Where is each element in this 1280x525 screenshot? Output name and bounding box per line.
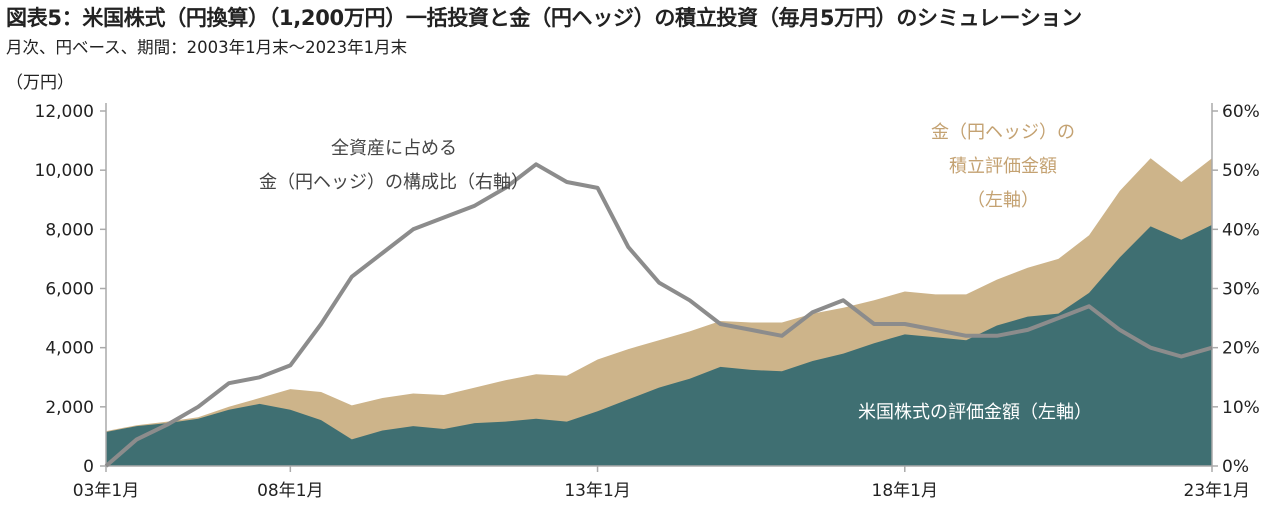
x-tick-label: 08年1月 xyxy=(257,481,323,501)
right-tick-label: 0% xyxy=(1222,457,1249,477)
left-tick-label: 6,000 xyxy=(45,280,94,300)
x-tick-label: 03年1月 xyxy=(73,481,139,501)
ratio-annotation-line1: 全資産に占める xyxy=(331,138,457,159)
gold-annotation-line1: 金（円ヘッジ）の xyxy=(931,122,1075,143)
chart-subtitle: 月次、円ベース、期間：2003年1月末～2023年1月末 xyxy=(6,38,408,57)
line-layer xyxy=(104,162,1213,468)
gold-annotation-line3: （左軸） xyxy=(967,190,1039,211)
stock-area xyxy=(106,224,1212,466)
right-tick-label: 50% xyxy=(1222,161,1260,181)
x-tick-label: 23年1月 xyxy=(1184,481,1250,501)
chart-title: 図表5：米国株式（円換算）（1,200万円）一括投資と金（円ヘッジ）の積立投資（… xyxy=(6,6,1082,30)
gold-annotation-line2: 積立評価金額 xyxy=(949,156,1057,177)
axes-layer: 0 2,000 4,000 6,000 8,000 10,000 12,000 0% 10% 20… xyxy=(35,102,1260,501)
right-tick-label: 30% xyxy=(1222,280,1260,300)
ratio-line xyxy=(104,162,1213,468)
right-tick-label: 20% xyxy=(1222,339,1260,359)
left-tick-label: 12,000 xyxy=(35,102,94,122)
left-tick-label: 4,000 xyxy=(45,339,94,359)
left-tick-label: 8,000 xyxy=(45,220,94,240)
x-tick-label: 13年1月 xyxy=(564,481,630,501)
left-axis-unit-label: （万円） xyxy=(6,73,74,93)
stock-annotation: 米国株式の評価金額（左軸） xyxy=(858,402,1092,423)
right-tick-label: 60% xyxy=(1222,102,1260,122)
ratio-annotation-line2: 金（円ヘッジ）の構成比（右軸） xyxy=(259,172,529,193)
left-tick-label: 10,000 xyxy=(35,161,94,181)
right-tick-label: 40% xyxy=(1222,220,1260,240)
area-layer xyxy=(106,158,1212,467)
x-tick-label: 18年1月 xyxy=(872,481,938,501)
right-tick-label: 10% xyxy=(1222,398,1260,418)
left-tick-label: 0 xyxy=(83,457,94,477)
left-tick-label: 2,000 xyxy=(45,398,94,418)
